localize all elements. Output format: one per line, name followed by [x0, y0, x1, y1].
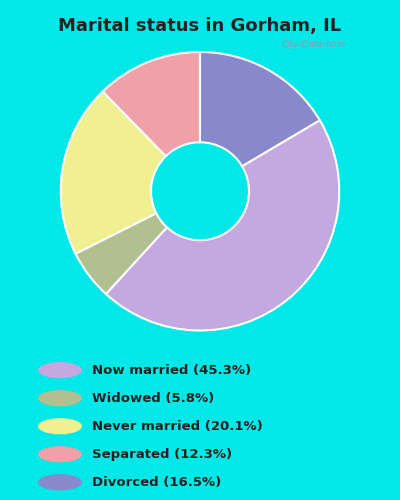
Text: Now married (45.3%): Now married (45.3%) [92, 364, 251, 376]
Wedge shape [200, 52, 320, 166]
Text: City-Data.com: City-Data.com [281, 40, 345, 48]
Text: Never married (20.1%): Never married (20.1%) [92, 420, 263, 432]
Circle shape [38, 390, 82, 406]
Wedge shape [76, 213, 167, 294]
Text: Marital status in Gorham, IL: Marital status in Gorham, IL [58, 18, 342, 36]
Text: Widowed (5.8%): Widowed (5.8%) [92, 392, 214, 404]
Wedge shape [61, 92, 166, 254]
Text: Divorced (16.5%): Divorced (16.5%) [92, 476, 221, 489]
Text: Separated (12.3%): Separated (12.3%) [92, 448, 232, 461]
Wedge shape [103, 52, 200, 156]
Circle shape [38, 446, 82, 462]
Circle shape [38, 474, 82, 490]
Circle shape [38, 418, 82, 434]
Circle shape [38, 362, 82, 378]
Wedge shape [106, 120, 339, 330]
